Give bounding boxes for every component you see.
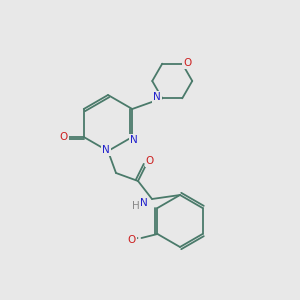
Text: N: N (102, 145, 110, 155)
Text: O: O (183, 58, 191, 68)
Text: O: O (146, 156, 154, 166)
Text: N: N (153, 92, 161, 102)
Text: O: O (128, 235, 136, 245)
Text: O: O (60, 132, 68, 142)
Text: H: H (132, 201, 140, 211)
Text: N: N (140, 198, 148, 208)
Text: N: N (130, 135, 138, 145)
